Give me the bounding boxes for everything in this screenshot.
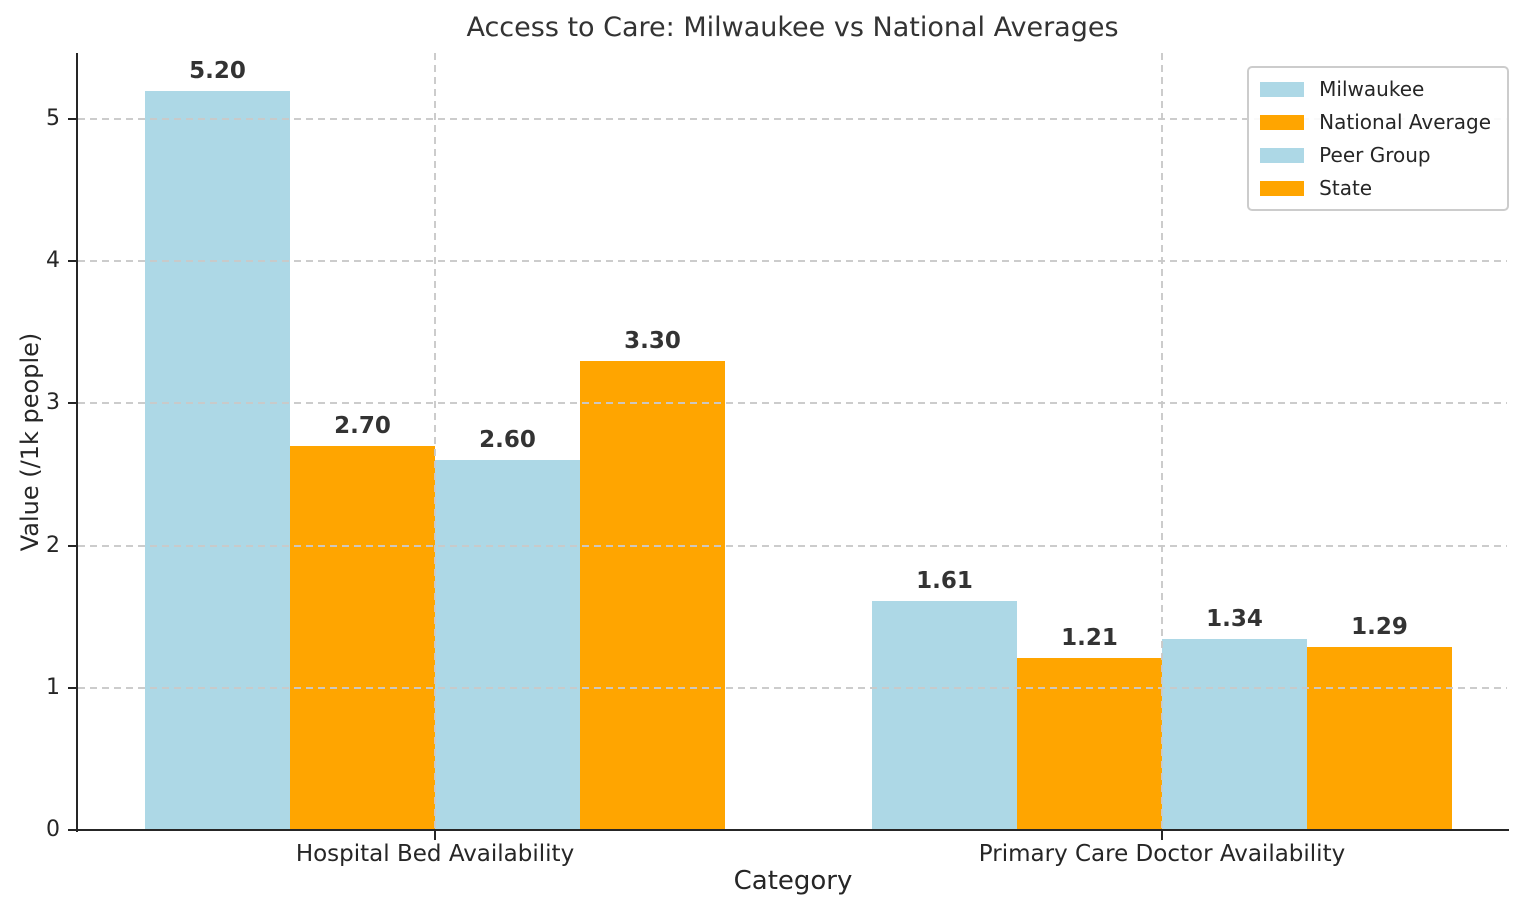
bar — [872, 601, 1017, 830]
y-tick-mark — [68, 260, 77, 263]
y-tick-label: 4 — [46, 248, 60, 274]
bar — [580, 360, 725, 830]
bar — [1307, 646, 1452, 830]
h-gridline — [78, 544, 1507, 547]
y-axis-spine — [76, 53, 78, 832]
legend-label: National Average — [1319, 110, 1491, 134]
bar — [1017, 657, 1162, 830]
y-tick-label: 0 — [46, 817, 60, 842]
v-gridline — [434, 53, 436, 830]
bar-value-label: 2.70 — [334, 413, 391, 440]
chart-title: Access to Care: Milwaukee vs National Av… — [466, 12, 1119, 43]
h-gridline — [78, 260, 1507, 263]
legend-entry: State — [1260, 176, 1491, 200]
x-tick-mark — [434, 831, 436, 840]
h-gridline — [78, 118, 1507, 121]
legend-label: Peer Group — [1319, 143, 1431, 167]
plot-area: 5.20 1.61 2.70 1.21 2.60 1.34 3.30 1.29 — [78, 53, 1507, 830]
bar — [1162, 639, 1307, 830]
legend-entry: Milwaukee — [1260, 77, 1491, 101]
x-tick-label: Primary Care Doctor Availability — [978, 841, 1346, 867]
legend: Milwaukee National Average Peer Group State — [1247, 66, 1509, 211]
y-tick-label: 1 — [46, 674, 60, 700]
legend-swatch-icon — [1260, 81, 1305, 97]
bar-value-label: 1.21 — [1061, 624, 1118, 651]
y-tick-mark — [68, 829, 77, 831]
bar — [435, 460, 580, 830]
legend-swatch-icon — [1260, 180, 1305, 196]
bar-value-label: 1.29 — [1351, 613, 1408, 640]
bar-value-label: 5.20 — [189, 57, 246, 84]
y-tick-mark — [68, 402, 77, 405]
y-tick-label: 2 — [46, 532, 60, 558]
legend-entry: Peer Group — [1260, 143, 1491, 167]
bar-value-label: 3.30 — [624, 327, 681, 354]
bar-value-label: 2.60 — [479, 427, 536, 454]
y-tick-label: 5 — [46, 106, 60, 132]
y-tick-label: 3 — [46, 390, 60, 416]
y-axis-label: Value (/1k people) — [16, 332, 44, 552]
y-tick-mark — [68, 686, 77, 689]
x-axis-spine — [76, 829, 1509, 831]
h-gridline — [78, 402, 1507, 405]
legend-entry: National Average — [1260, 110, 1491, 134]
bar-value-label: 1.61 — [916, 568, 973, 595]
bar — [290, 446, 435, 830]
legend-swatch-icon — [1260, 147, 1305, 163]
legend-label: Milwaukee — [1319, 77, 1425, 101]
legend-swatch-icon — [1260, 114, 1305, 130]
y-tick-mark — [68, 118, 77, 121]
bar-value-label: 1.34 — [1206, 606, 1263, 633]
x-tick-label: Hospital Bed Availability — [295, 841, 575, 867]
bar — [145, 90, 290, 830]
y-tick-mark — [68, 544, 77, 547]
h-gridline — [78, 686, 1507, 689]
v-gridline — [1161, 53, 1163, 830]
x-axis-label: Category — [733, 866, 853, 896]
legend-label: State — [1319, 176, 1373, 200]
x-tick-mark — [1161, 831, 1163, 840]
